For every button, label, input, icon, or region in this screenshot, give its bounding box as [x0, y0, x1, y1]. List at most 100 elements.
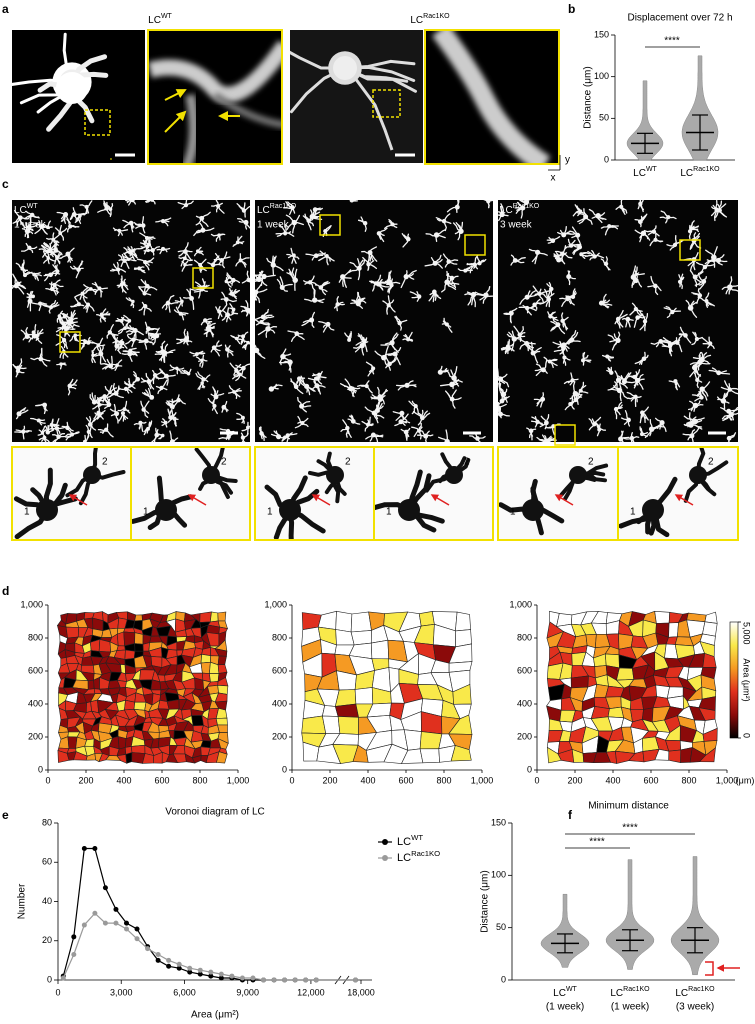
cell-process	[434, 254, 442, 265]
cell-process	[351, 200, 354, 201]
cell-process	[580, 253, 586, 259]
cell-process	[705, 249, 715, 259]
cell-process	[639, 200, 644, 205]
cell-process	[111, 268, 119, 271]
cell-process	[51, 434, 60, 438]
cell-process	[259, 271, 265, 278]
cell-process	[17, 358, 23, 369]
cell-process	[159, 434, 164, 440]
cell-process	[374, 350, 385, 359]
significance-label: ****	[664, 36, 680, 47]
y-axis-label: Distance (μm)	[480, 870, 491, 932]
cell-process	[94, 412, 101, 417]
group-name: LC	[633, 168, 646, 179]
cell-process	[152, 249, 155, 256]
cell-process	[38, 248, 49, 253]
cell-process	[653, 225, 657, 233]
x-tick-label: 0	[534, 775, 539, 785]
cell-process	[201, 211, 211, 219]
cell-process	[439, 383, 453, 387]
cell-process	[235, 364, 245, 369]
cell-process	[572, 292, 577, 298]
cell-process	[43, 436, 51, 442]
cell-process	[349, 261, 360, 269]
cell-process	[467, 293, 475, 306]
cell-process	[379, 395, 386, 400]
image-content	[148, 40, 282, 164]
cell-process	[160, 421, 167, 424]
image-content	[618, 447, 729, 538]
cell-process	[617, 379, 628, 389]
cell-process	[720, 386, 731, 391]
cell-process	[347, 267, 360, 274]
cell-process	[499, 413, 510, 417]
cell-process	[569, 403, 575, 410]
cell-process	[255, 283, 262, 293]
cell-process	[91, 392, 95, 403]
cell-process	[302, 215, 310, 222]
cell-process	[535, 369, 545, 377]
cell-process	[701, 358, 710, 365]
cell-process	[519, 326, 524, 336]
cell-process	[129, 351, 140, 355]
cell-process	[27, 230, 34, 235]
cell-process	[176, 338, 188, 341]
group-superscript: Rac1KO	[623, 986, 650, 993]
cell-process	[318, 320, 329, 325]
cell-process	[344, 378, 352, 390]
cell-process	[59, 227, 68, 234]
cell-process	[450, 369, 455, 379]
cell-process	[98, 287, 109, 290]
cell-process	[230, 290, 237, 295]
y-tick-label: 50	[496, 922, 506, 932]
cell-process	[707, 342, 711, 349]
cell-process	[624, 410, 630, 421]
cell-process	[109, 387, 118, 393]
cell-process	[12, 217, 21, 224]
cell-process	[195, 356, 203, 361]
cell-process	[510, 254, 516, 262]
cell-process	[143, 237, 148, 244]
x-tick-label: 0	[55, 987, 60, 997]
cell-process	[233, 388, 241, 393]
series-point	[303, 977, 309, 983]
cell-process	[316, 377, 323, 385]
cell-process	[369, 252, 378, 262]
cell-process	[302, 319, 313, 323]
cell-process	[659, 216, 669, 219]
cell-process	[540, 415, 548, 424]
cell-process	[117, 229, 120, 237]
cell-process	[121, 342, 128, 349]
cell-process	[729, 388, 738, 395]
cell-process	[143, 286, 147, 295]
cell-process	[131, 339, 135, 348]
cell-process	[636, 373, 644, 382]
voronoi-cell	[418, 611, 435, 627]
cell-process	[499, 378, 510, 388]
cell-process	[352, 387, 361, 390]
cell-process	[357, 267, 361, 281]
group-label: LCWT	[148, 13, 172, 26]
group-name: LCWT	[14, 203, 38, 216]
cell-process	[117, 408, 126, 412]
cell-process	[446, 281, 456, 288]
cell-process	[563, 356, 567, 366]
x-tick-note: (1 week)	[546, 1002, 584, 1013]
cell-process	[66, 328, 76, 330]
cell-process	[286, 253, 295, 257]
cell-process	[199, 222, 204, 231]
cell-process	[46, 237, 54, 241]
roi-box	[679, 239, 701, 261]
series-point	[124, 926, 129, 932]
cell-process	[255, 349, 266, 359]
group-name: LC	[410, 15, 423, 26]
cell-process	[709, 342, 715, 350]
cell-process	[115, 392, 124, 399]
series-point	[102, 920, 108, 926]
cell-process	[91, 350, 94, 356]
cell-process	[177, 399, 186, 405]
cell-process	[442, 253, 450, 263]
cell-process	[144, 321, 150, 330]
cell-process	[582, 359, 591, 363]
cell-process	[416, 295, 420, 302]
